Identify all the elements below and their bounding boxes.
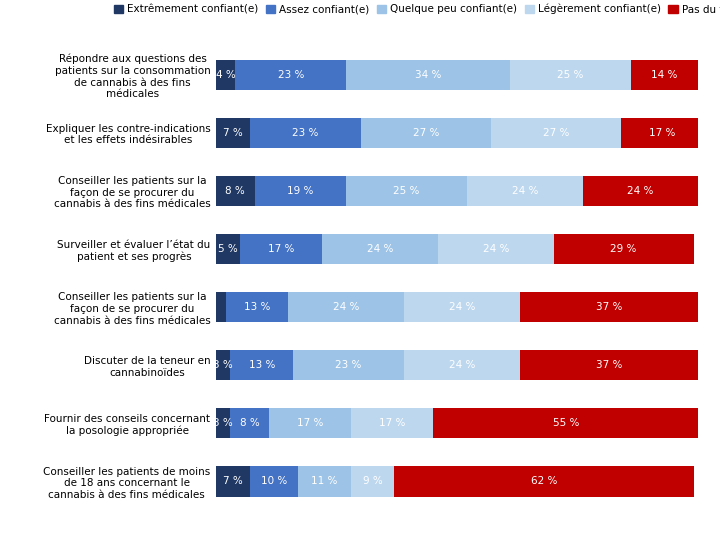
Bar: [520, 350, 698, 380]
Text: 25 %: 25 %: [557, 70, 584, 80]
Bar: [293, 350, 404, 380]
Bar: [351, 467, 395, 497]
Text: 27 %: 27 %: [543, 128, 570, 138]
Text: 8 %: 8 %: [240, 418, 260, 428]
Bar: [404, 292, 520, 322]
Bar: [250, 467, 298, 497]
Text: 25 %: 25 %: [393, 186, 420, 196]
Text: 5 %: 5 %: [218, 244, 238, 254]
Bar: [216, 176, 255, 206]
Bar: [298, 467, 351, 497]
Text: 17 %: 17 %: [649, 128, 675, 138]
Text: 7 %: 7 %: [223, 476, 243, 487]
Text: 23 %: 23 %: [336, 360, 362, 370]
Bar: [235, 59, 346, 90]
Text: 34 %: 34 %: [415, 70, 441, 80]
Bar: [467, 176, 582, 206]
Text: 14 %: 14 %: [652, 70, 678, 80]
Text: 24 %: 24 %: [449, 302, 475, 312]
Bar: [438, 234, 554, 264]
Bar: [216, 234, 240, 264]
Bar: [631, 59, 698, 90]
Text: 17 %: 17 %: [379, 418, 405, 428]
Bar: [346, 59, 510, 90]
Text: 24 %: 24 %: [627, 186, 654, 196]
Bar: [250, 118, 361, 148]
Bar: [322, 234, 438, 264]
Text: 9 %: 9 %: [363, 476, 382, 487]
Text: 55 %: 55 %: [552, 418, 579, 428]
Bar: [240, 234, 322, 264]
Bar: [395, 467, 693, 497]
Bar: [351, 408, 433, 438]
Text: 24 %: 24 %: [366, 244, 393, 254]
Text: 3 %: 3 %: [213, 360, 233, 370]
Text: 10 %: 10 %: [261, 476, 287, 487]
Text: 37 %: 37 %: [596, 360, 622, 370]
Text: 62 %: 62 %: [531, 476, 557, 487]
Text: 24 %: 24 %: [449, 360, 475, 370]
Bar: [288, 292, 404, 322]
Bar: [216, 292, 225, 322]
Text: 24 %: 24 %: [482, 244, 509, 254]
Bar: [225, 292, 288, 322]
Text: 17 %: 17 %: [268, 244, 294, 254]
Text: 24 %: 24 %: [333, 302, 359, 312]
Text: 3 %: 3 %: [213, 418, 233, 428]
Text: 23 %: 23 %: [292, 128, 318, 138]
Bar: [216, 59, 235, 90]
Bar: [404, 350, 520, 380]
Text: 4 %: 4 %: [216, 70, 235, 80]
Bar: [346, 176, 467, 206]
Bar: [216, 408, 230, 438]
Text: 27 %: 27 %: [413, 128, 439, 138]
Bar: [582, 176, 698, 206]
Bar: [520, 292, 698, 322]
Bar: [491, 118, 621, 148]
Bar: [433, 408, 698, 438]
Bar: [255, 176, 346, 206]
Text: 8 %: 8 %: [225, 186, 246, 196]
Bar: [230, 408, 269, 438]
Text: 13 %: 13 %: [248, 360, 275, 370]
Bar: [269, 408, 351, 438]
Text: 7 %: 7 %: [223, 128, 243, 138]
Bar: [554, 234, 693, 264]
Bar: [230, 350, 293, 380]
Text: 17 %: 17 %: [297, 418, 323, 428]
Text: 37 %: 37 %: [596, 302, 622, 312]
Bar: [216, 118, 250, 148]
Bar: [216, 467, 250, 497]
Text: 23 %: 23 %: [278, 70, 304, 80]
Text: 29 %: 29 %: [611, 244, 636, 254]
Text: 24 %: 24 %: [511, 186, 538, 196]
Text: 19 %: 19 %: [287, 186, 314, 196]
Legend: Extrêmement confiant(e), Assez confiant(e), Quelque peu confiant(e), Légèrement : Extrêmement confiant(e), Assez confiant(…: [109, 0, 720, 18]
Bar: [361, 118, 491, 148]
Bar: [510, 59, 631, 90]
Bar: [216, 350, 230, 380]
Text: 13 %: 13 %: [244, 302, 270, 312]
Bar: [621, 118, 703, 148]
Text: 11 %: 11 %: [311, 476, 338, 487]
